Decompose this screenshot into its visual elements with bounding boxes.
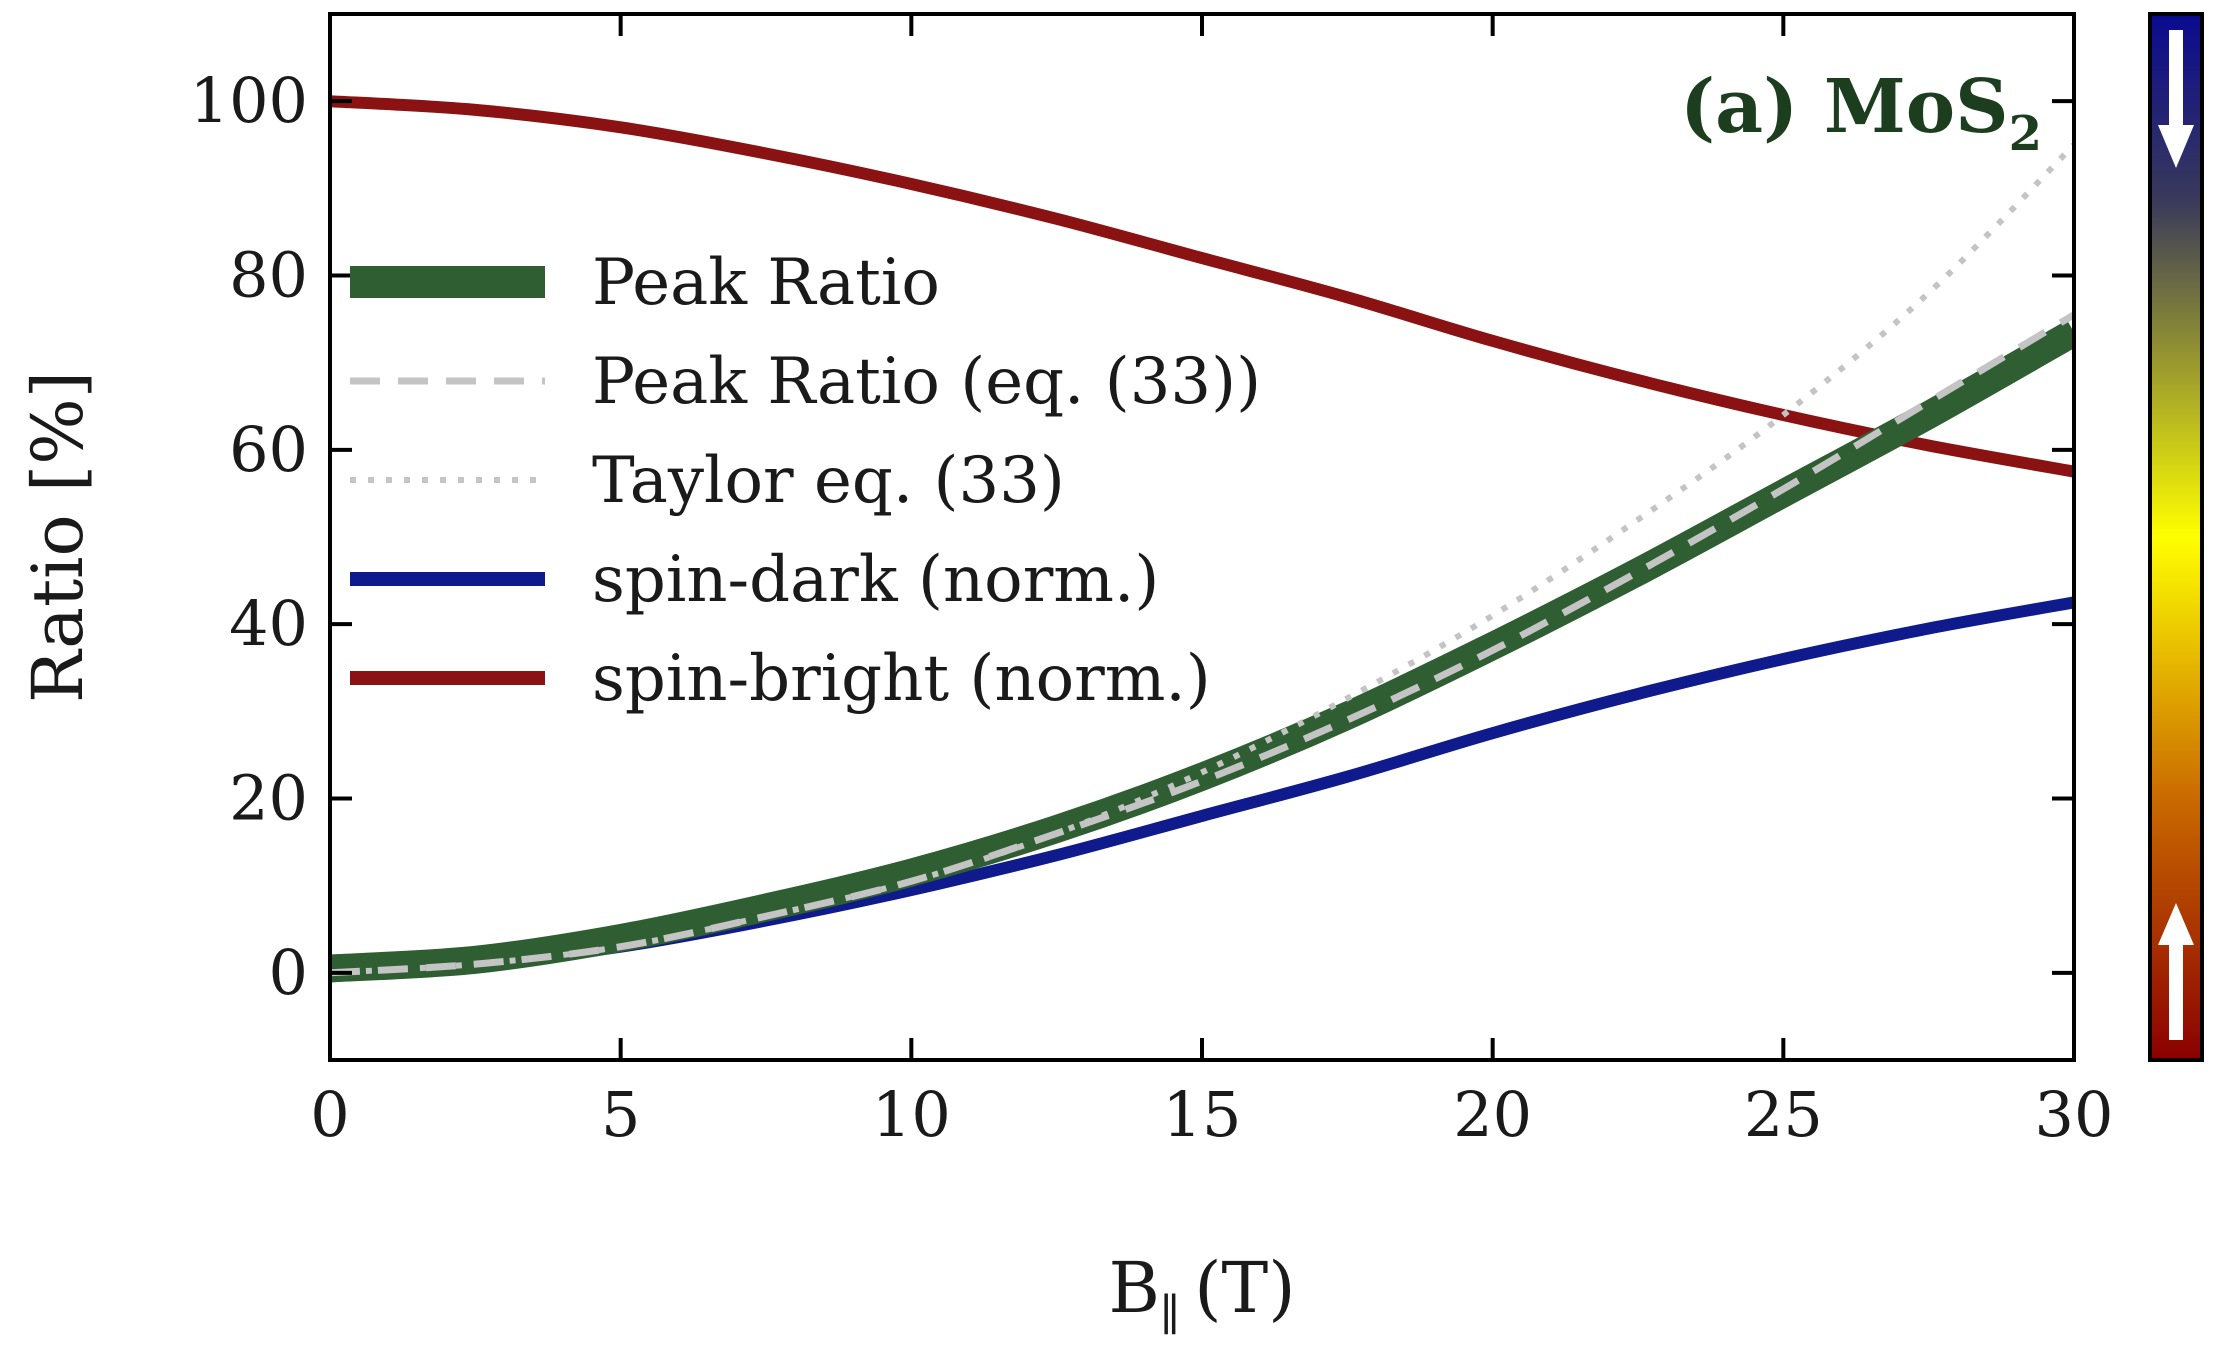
- series-layer: [330, 95, 2074, 983]
- x-tick-label: 5: [601, 1078, 640, 1151]
- y-axis-title: Ratio [%]: [17, 371, 99, 703]
- up-arrow-icon: [2158, 903, 2194, 1040]
- legend-label: spin-dark (norm.): [592, 543, 1159, 617]
- colorbar-gradient: [2148, 12, 2204, 1062]
- panel-title: (a) MoS2: [1680, 64, 2042, 162]
- legend-label: Peak Ratio (eq. (33)): [592, 345, 1261, 419]
- legend: Peak Ratio Peak Ratio (eq. (33)) Taylor eq…: [350, 246, 1261, 716]
- x-tick-label: 10: [872, 1078, 951, 1151]
- down-arrow-icon: [2158, 30, 2194, 168]
- y-tick-label: 0: [269, 936, 308, 1009]
- y-tick-label: 60: [229, 413, 308, 486]
- series-line-0: [330, 320, 2074, 983]
- x-tick-label: 20: [1453, 1078, 1532, 1151]
- x-axis-title: B∥ (T): [1108, 1247, 1295, 1341]
- plot-frame: [328, 12, 2076, 1062]
- x-tick-label: 30: [2035, 1078, 2114, 1151]
- y-tick-label: 20: [229, 762, 308, 835]
- colorbar: [2148, 12, 2204, 1062]
- tick-layer: 0 5 10 15 20 25 30 0 20 40 60 80 100: [190, 14, 2114, 1151]
- y-tick-label: 40: [229, 587, 308, 660]
- legend-label: Peak Ratio: [592, 246, 940, 320]
- x-tick-label: 0: [310, 1078, 349, 1151]
- x-tick-label: 25: [1744, 1078, 1823, 1151]
- legend-label: spin-bright (norm.): [592, 642, 1211, 716]
- x-tick-label: 15: [1163, 1078, 1242, 1151]
- y-tick-label: 80: [229, 239, 308, 312]
- series-line-1: [330, 311, 2074, 977]
- y-tick-label: 100: [190, 64, 308, 137]
- legend-label: Taylor eq. (33): [592, 444, 1065, 518]
